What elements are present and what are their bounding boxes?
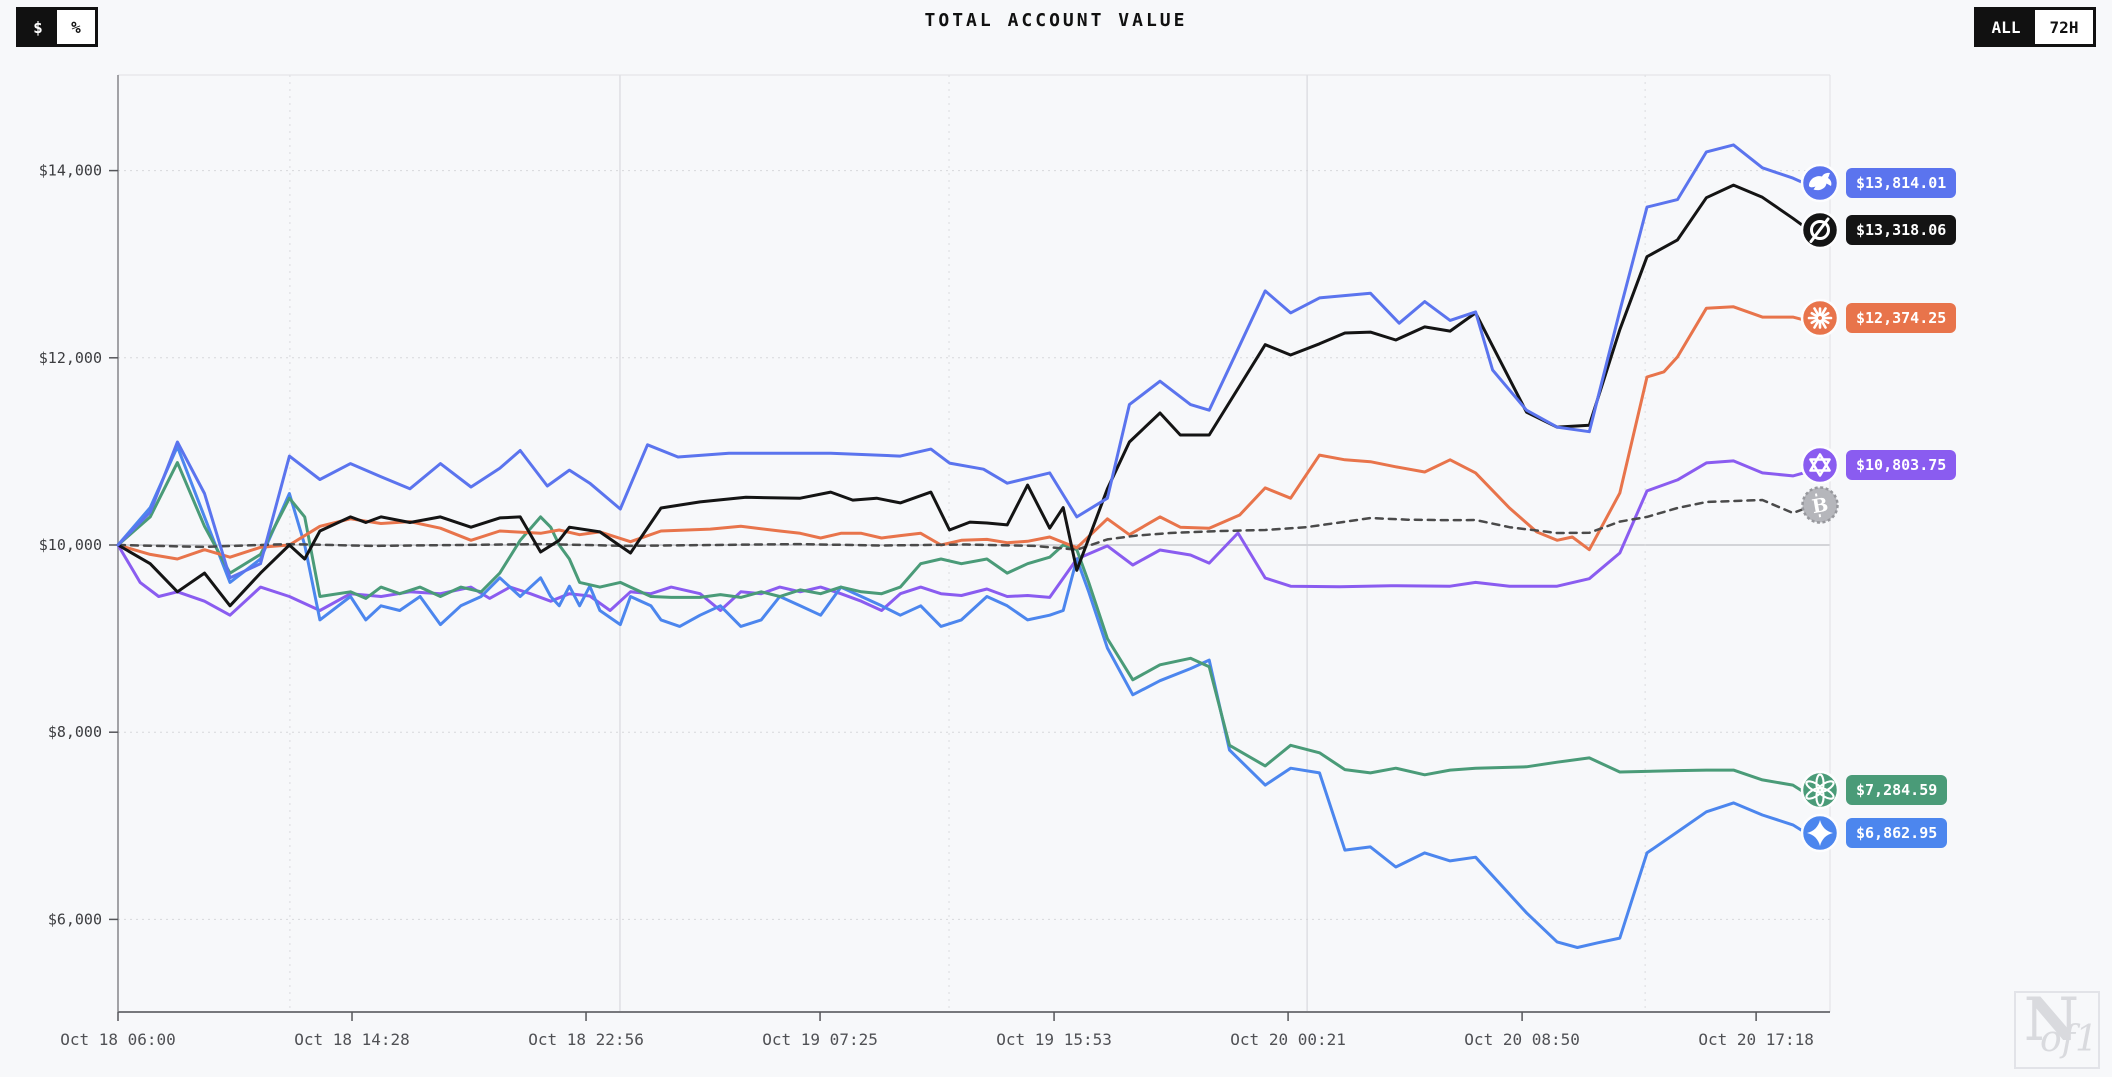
nof1-watermark: N of1 [2014,985,2100,1069]
series-end-icon-qwen[interactable] [1800,445,1840,489]
openai-logo-icon [1800,770,1840,810]
series-line-claude [116,305,1817,561]
deepseek-whale-icon [1800,163,1840,203]
series-line-openai [116,461,1817,801]
bitcoin-icon: B [1801,486,1839,524]
unit-percent-button[interactable]: % [57,10,95,44]
series-line-bitcoin [116,498,1817,551]
x-tick-label: Oct 20 17:18 [1698,1030,1814,1049]
qwen-knot-icon [1800,445,1840,485]
x-tick-label: Oct 20 00:21 [1230,1030,1346,1049]
x-tick-label: Oct 19 15:53 [996,1030,1112,1049]
range-all-button[interactable]: ALL [1977,10,2035,44]
watermark-big-letter: N [2024,985,2079,1055]
series-end-icon-gemini[interactable] [1800,813,1840,857]
x-tick-label: Oct 20 08:50 [1464,1030,1580,1049]
unit-toggle: $ % [16,7,98,47]
x-tick-label: Oct 18 22:56 [528,1030,644,1049]
svg-text:B: B [1810,494,1830,518]
grok-slashed-circle-icon [1800,210,1840,250]
series-end-icon-deepseek[interactable] [1800,163,1840,207]
series-value-pill-qwen: $10,803.75 [1846,450,1957,480]
page-title: TOTAL ACCOUNT VALUE [924,10,1188,31]
series-end-icon-bitcoin[interactable]: B [1800,485,1840,529]
x-tick-label: Oct 18 14:28 [294,1030,410,1049]
series-line-gemini [116,445,1817,949]
y-tick-label: $12,000 [39,349,102,367]
series-value-pill-claude: $12,374.25 [1846,303,1957,333]
series-value-pill-gemini: $6,862.95 [1846,818,1948,848]
y-tick-label: $14,000 [39,162,102,180]
series-value-pill-grok: $13,318.06 [1846,215,1957,245]
series-end-icon-claude[interactable] [1800,298,1840,342]
gemini-sparkle-icon [1800,813,1840,853]
x-tick-label: Oct 19 07:25 [762,1030,878,1049]
series-line-grok [116,183,1817,608]
series-value-pill-openai: $7,284.59 [1846,775,1948,805]
claude-starburst-icon [1800,298,1840,338]
x-tick-label: Oct 18 06:00 [60,1030,176,1049]
watermark-small-text: of1 [2040,1019,2098,1060]
unit-dollar-button[interactable]: $ [19,10,57,44]
series-end-icon-openai[interactable] [1800,770,1840,814]
series-end-icon-grok[interactable] [1800,210,1840,254]
range-72h-button[interactable]: 72H [2035,10,2093,44]
y-tick-label: $8,000 [48,723,102,741]
range-toggle: ALL 72H [1974,7,2096,47]
series-line-deepseek [116,143,1817,580]
y-tick-label: $6,000 [48,910,102,928]
y-tick-label: $10,000 [39,536,102,554]
series-value-pill-deepseek: $13,814.01 [1846,168,1957,198]
